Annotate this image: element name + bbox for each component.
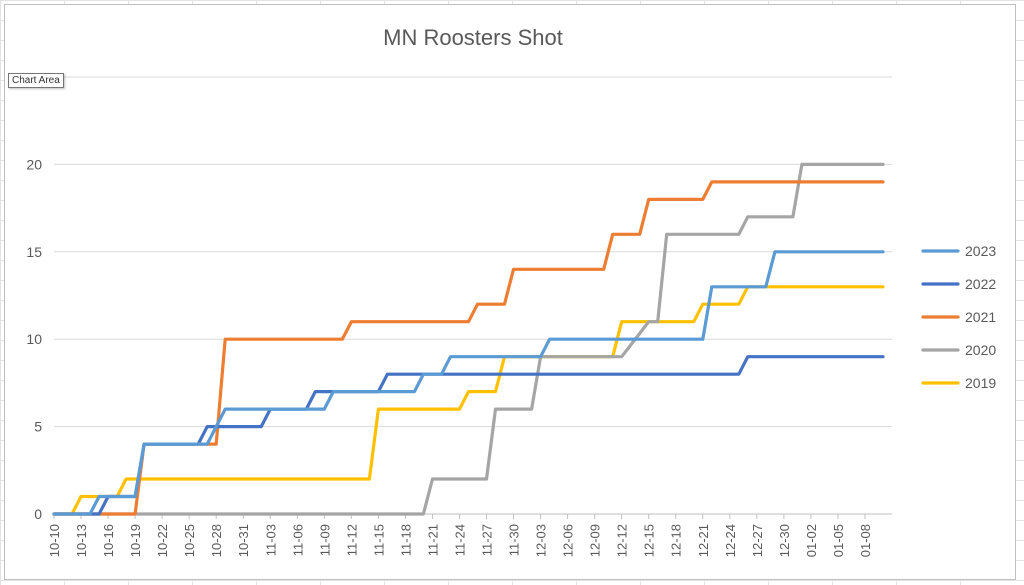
x-tick-label: 12-21 bbox=[696, 524, 711, 557]
x-tick-label: 10-10 bbox=[47, 524, 62, 557]
x-tick-label: 12-15 bbox=[642, 524, 657, 557]
x-tick-label: 01-08 bbox=[858, 524, 873, 557]
x-tick-label: 11-03 bbox=[263, 524, 278, 556]
x-tick-label: 11-27 bbox=[480, 524, 495, 556]
line-chart[interactable]: MN Roosters Shot 0 5 10 15 20 10-10 10-13 10-16 1… bbox=[5, 5, 1015, 579]
x-tick-label: 12-27 bbox=[750, 524, 765, 557]
chart-title: MN Roosters Shot bbox=[383, 25, 563, 50]
chart-area[interactable]: MN Roosters Shot 0 5 10 15 20 10-10 10-13 10-16 1… bbox=[4, 4, 1016, 580]
x-tick-label: 10-16 bbox=[101, 524, 116, 557]
x-tick-label: 11-18 bbox=[398, 524, 413, 556]
x-tick-label: 12-12 bbox=[615, 524, 630, 557]
x-tick-label: 12-09 bbox=[588, 524, 603, 557]
x-tick-label: 11-06 bbox=[290, 524, 305, 556]
x-tick-label: 10-13 bbox=[74, 524, 89, 557]
y-tick-label: 20 bbox=[26, 156, 42, 172]
x-tick-label: 01-05 bbox=[831, 524, 846, 557]
x-tick-label: 11-30 bbox=[507, 524, 522, 556]
x-tick-label: 11-12 bbox=[344, 524, 359, 556]
series-line-2022 bbox=[52, 355, 885, 516]
series-line-2021 bbox=[52, 180, 885, 516]
x-tick-label: 10-25 bbox=[182, 524, 197, 557]
y-tick-label: 5 bbox=[34, 419, 42, 435]
legend-label-2020: 2020 bbox=[965, 342, 996, 358]
x-tick-label: 11-24 bbox=[452, 524, 467, 556]
legend-label-2022: 2022 bbox=[965, 276, 996, 292]
x-tick-label: 10-28 bbox=[209, 524, 224, 557]
x-tick-label: 12-24 bbox=[723, 524, 738, 557]
legend-label-2019: 2019 bbox=[965, 375, 996, 391]
legend-label-2023: 2023 bbox=[965, 243, 996, 259]
y-tick-label: 0 bbox=[34, 506, 42, 522]
x-tick-label: 11-15 bbox=[371, 524, 386, 556]
series-line-2023 bbox=[52, 250, 885, 516]
x-tick-label: 12-03 bbox=[534, 524, 549, 557]
x-tick-label: 12-18 bbox=[669, 524, 684, 557]
x-tick-label: 11-09 bbox=[317, 524, 332, 556]
y-tick-label: 10 bbox=[26, 331, 42, 347]
x-tick-label: 01-02 bbox=[804, 524, 819, 557]
x-tick-label: 10-31 bbox=[236, 524, 251, 557]
x-tick-label: 12-30 bbox=[777, 524, 792, 557]
x-tick-label: 11-21 bbox=[425, 524, 440, 556]
x-tick-label: 12-06 bbox=[561, 524, 576, 557]
x-tick-label: 10-22 bbox=[155, 524, 170, 557]
legend-label-2021: 2021 bbox=[965, 309, 996, 325]
chart-area-tooltip: Chart Area bbox=[8, 73, 64, 88]
x-tick-label: 10-19 bbox=[128, 524, 143, 557]
y-tick-label: 15 bbox=[26, 244, 42, 260]
